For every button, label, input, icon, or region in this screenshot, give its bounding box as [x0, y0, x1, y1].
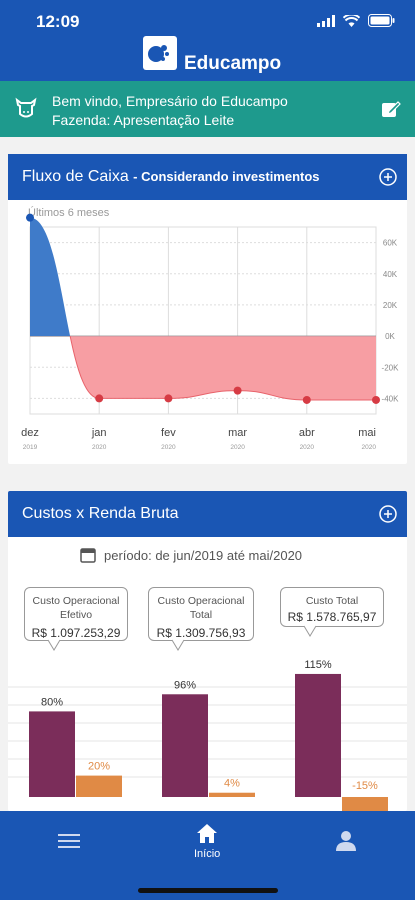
battery-icon — [368, 14, 395, 27]
y-tick-label: 0K — [385, 332, 395, 341]
cash-flow-card: Fluxo de Caixa - Considerando investimen… — [8, 154, 407, 464]
cow-icon — [15, 97, 37, 118]
tooltip-label: Custo Total — [305, 595, 359, 607]
revenue-bar-label: 20% — [88, 761, 110, 773]
edit-icon[interactable] — [381, 99, 401, 119]
cost-bar — [29, 711, 75, 797]
tooltip-custo-operacional-total: Custo Operacional Total R$ 1.309.756,93 — [148, 587, 254, 641]
welcome-bar: Bem vindo, Empresário do Educampo Fazend… — [0, 81, 415, 137]
x-tick-month: fev — [161, 427, 176, 439]
cost-bar-label: 115% — [304, 659, 332, 671]
tooltip-custo-total: Custo Total R$ 1.578.765,97 — [280, 587, 384, 627]
signal-icon — [317, 14, 335, 27]
y-tick-label: 20K — [383, 301, 398, 310]
x-tick-year: 2020 — [161, 444, 176, 451]
tooltip-label: Custo Operacional Efetivo — [32, 595, 120, 622]
revenue-bar — [76, 775, 122, 797]
data-point — [302, 395, 311, 404]
calendar-icon — [80, 548, 96, 563]
x-tick-month: abr — [299, 427, 315, 439]
cash-flow-title: Fluxo de Caixa — [22, 168, 129, 185]
x-tick-year: 2019 — [23, 444, 38, 451]
status-icons — [317, 14, 395, 27]
revenue-bar-label: 4% — [224, 778, 240, 790]
expand-plus-icon[interactable] — [379, 168, 397, 186]
cost-bar-label: 96% — [174, 679, 196, 691]
home-indicator — [138, 888, 278, 893]
data-point — [372, 395, 380, 404]
status-time: 12:09 — [36, 12, 80, 31]
data-point — [233, 386, 242, 395]
tooltip-label: Custo Operacional Total — [157, 595, 245, 622]
profile-icon[interactable] — [335, 829, 357, 851]
x-tick-month: mai — [358, 427, 376, 439]
revenue-bar — [209, 792, 255, 797]
nav-home-label[interactable]: Início — [194, 848, 221, 860]
data-point — [26, 213, 34, 222]
cash-flow-header: Fluxo de Caixa - Considerando investimen… — [8, 154, 407, 200]
data-point — [164, 394, 173, 403]
tooltip-pointer — [47, 639, 61, 651]
app-header: Educampo — [0, 36, 415, 81]
x-tick-year: 2020 — [362, 444, 377, 451]
farm-name: Fazenda: Apresentação Leite — [52, 112, 235, 128]
x-tick-month: mar — [228, 427, 247, 439]
cost-bar-label: 80% — [41, 696, 63, 708]
x-tick-year: 2020 — [92, 444, 107, 451]
tooltip-value: R$ 1.578.765,97 — [287, 610, 377, 625]
tooltip-pointer — [303, 625, 317, 637]
data-point — [95, 394, 104, 403]
home-icon[interactable] — [195, 821, 219, 845]
revenue-bar-label: -15% — [352, 780, 378, 792]
negative-area — [70, 336, 376, 400]
tooltip-custo-operacional-efetivo: Custo Operacional Efetivo R$ 1.097.253,2… — [24, 587, 128, 641]
tooltip-value: R$ 1.309.756,93 — [156, 626, 246, 641]
period-text: período: de jun/2019 até mai/2020 — [104, 547, 303, 563]
x-tick-month: jan — [91, 427, 107, 439]
educampo-logo-icon — [143, 36, 177, 70]
cost-bar — [295, 673, 341, 797]
costs-title: Custos x Renda Bruta — [22, 505, 179, 522]
x-tick-month: dez — [21, 427, 39, 439]
brand-name: Educampo — [184, 53, 282, 74]
positive-area — [30, 217, 376, 337]
cash-flow-chart: 60K 40K 20K 0K -20K -40K dez 2019 jan 2020 fev 2020… — [21, 213, 400, 451]
bottom-nav: Início — [0, 811, 415, 900]
y-tick-label: -20K — [382, 363, 400, 372]
expand-plus-icon[interactable] — [379, 505, 397, 523]
cost-bar — [162, 694, 208, 797]
y-tick-label: 60K — [383, 239, 398, 248]
cash-flow-subtitle: - Considerando investimentos — [133, 169, 320, 184]
costs-header: Custos x Renda Bruta — [8, 491, 407, 537]
costs-chart: 80% 20% 96% 4% 115% -15% — [8, 625, 407, 811]
y-tick-label: -40K — [382, 394, 400, 403]
y-tick-label: 40K — [383, 270, 398, 279]
welcome-message: Bem vindo, Empresário do Educampo — [52, 93, 288, 109]
costs-card: Custos x Renda Bruta período: de jun/201… — [8, 491, 407, 811]
period-selector[interactable]: período: de jun/2019 até mai/2020 — [80, 547, 302, 563]
x-tick-year: 2020 — [230, 444, 245, 451]
menu-icon[interactable] — [58, 833, 80, 849]
wifi-icon — [343, 14, 360, 27]
revenue-bar — [342, 797, 388, 811]
tooltip-pointer — [171, 639, 185, 651]
chart-period-label: Últimos 6 meses — [28, 207, 110, 219]
tooltip-value: R$ 1.097.253,29 — [31, 626, 121, 641]
status-bar: 12:09 — [0, 0, 415, 40]
x-tick-year: 2020 — [300, 444, 315, 451]
